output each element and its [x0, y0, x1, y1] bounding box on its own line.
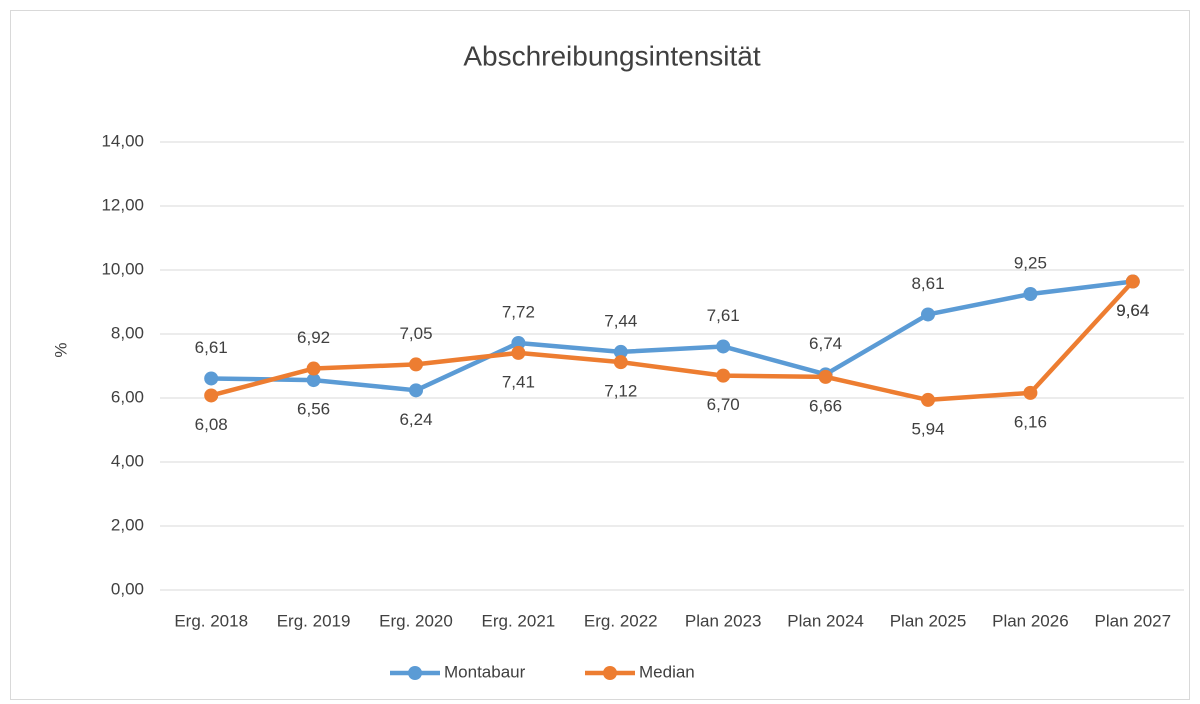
legend-marker: [603, 666, 617, 680]
data-point: [921, 392, 935, 407]
data-point: [921, 307, 935, 322]
x-tick-label: Plan 2027: [1095, 611, 1172, 630]
x-tick-label: Erg. 2019: [277, 611, 351, 630]
legend-label: Montabaur: [444, 662, 526, 681]
data-label: 6,70: [707, 395, 740, 414]
data-point: [409, 383, 423, 398]
data-label: 6,08: [195, 415, 228, 434]
x-tick-label: Erg. 2021: [482, 611, 556, 630]
data-point: [306, 361, 321, 376]
y-tick-label: 0,00: [111, 579, 144, 598]
y-tick-label: 8,00: [111, 323, 144, 342]
series-line: [210, 279, 1135, 403]
x-tick-label: Erg. 2022: [584, 611, 658, 630]
y-tick-label: 4,00: [111, 451, 144, 470]
data-point: [716, 368, 731, 383]
data-label: 6,56: [297, 400, 330, 419]
y-tick-label: 14,00: [101, 131, 144, 150]
chart-title: Abschreibungsintensität: [463, 40, 761, 71]
x-tick-label: Plan 2023: [685, 611, 762, 630]
data-point: [204, 388, 219, 403]
data-label: 7,44: [604, 311, 637, 330]
chart-border: [10, 10, 1190, 700]
data-label: 7,72: [502, 302, 535, 321]
data-label: 9,64: [1116, 301, 1149, 320]
series-line: [211, 279, 1134, 393]
data-label: 7,61: [707, 306, 740, 325]
data-point: [613, 344, 628, 359]
y-axis-label: %: [51, 342, 70, 357]
y-tick-label: 2,00: [111, 515, 144, 534]
data-label: 6,24: [399, 410, 432, 429]
x-tick-label: Plan 2024: [787, 611, 864, 630]
data-label: 7,12: [604, 382, 637, 401]
data-label: 6,61: [195, 338, 228, 357]
data-label: 9,64: [1116, 301, 1149, 320]
data-label: 6,66: [809, 396, 842, 415]
data-point: [204, 371, 219, 386]
data-label: 9,25: [1014, 253, 1047, 272]
data-label: 5,94: [911, 419, 944, 438]
data-point: [511, 345, 526, 360]
data-point: [511, 335, 526, 350]
data-point: [613, 355, 628, 370]
data-point: [716, 339, 731, 354]
data-label: 6,16: [1014, 412, 1047, 431]
data-point: [818, 369, 833, 384]
legend-marker: [408, 666, 422, 680]
data-label: 6,74: [809, 334, 842, 353]
data-label: 8,61: [911, 274, 944, 293]
legend-label: Median: [639, 662, 695, 681]
y-tick-label: 6,00: [111, 387, 144, 406]
y-tick-label: 12,00: [101, 195, 144, 214]
data-point: [409, 357, 423, 372]
data-label: 6,92: [297, 328, 330, 347]
data-point: [1023, 385, 1038, 400]
x-tick-label: Erg. 2020: [379, 611, 453, 630]
y-tick-label: 10,00: [101, 259, 144, 278]
x-tick-label: Erg. 2018: [174, 611, 248, 630]
data-label: 7,41: [502, 372, 535, 391]
data-label: 7,05: [399, 324, 432, 343]
data-point: [306, 373, 321, 388]
data-point: [1125, 274, 1140, 289]
x-tick-label: Plan 2025: [890, 611, 967, 630]
x-tick-label: Plan 2026: [992, 611, 1069, 630]
data-point: [1023, 287, 1038, 301]
